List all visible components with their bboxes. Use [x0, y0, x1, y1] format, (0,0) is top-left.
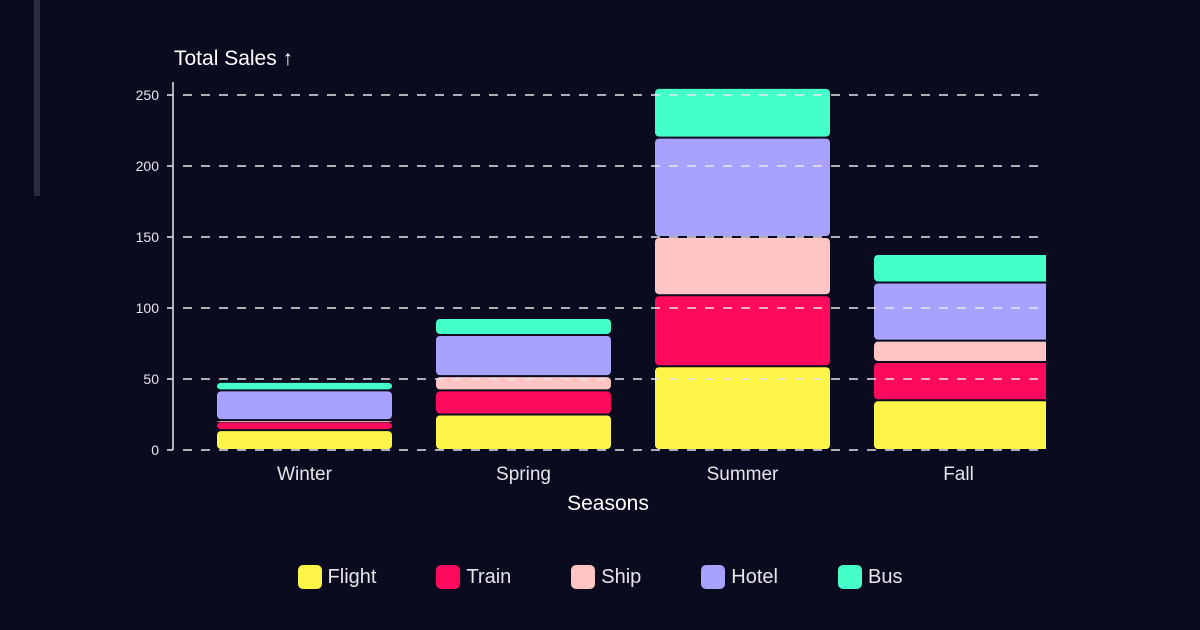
legend-item-train: Train: [436, 565, 511, 589]
y-tick-label: 150: [136, 229, 160, 245]
bar-segment-flight-spring: [436, 415, 611, 449]
x-tick-label: Summer: [707, 464, 779, 485]
bar-segment-train-winter: [217, 422, 392, 430]
legend-label: Flight: [327, 565, 377, 588]
legend: Flight Train Ship Hotel Bus: [0, 565, 1200, 589]
legend-swatch: [297, 565, 322, 589]
legend-label: Train: [466, 565, 512, 588]
y-tick-label: 100: [136, 300, 160, 316]
legend-label: Bus: [868, 565, 903, 588]
legend-swatch: [701, 565, 726, 589]
legend-swatch: [436, 565, 461, 589]
bar-segment-ship-fall: [874, 341, 1046, 361]
y-tick-label: 50: [143, 371, 159, 387]
legend-label: Ship: [601, 565, 642, 588]
bar-segment-train-summer: [655, 296, 830, 366]
x-tick-label: Fall: [943, 464, 974, 485]
bar-segment-ship-winter: [217, 421, 392, 423]
y-tick-label: 200: [136, 158, 160, 174]
bar-segment-train-spring: [436, 391, 611, 414]
legend-swatch: [838, 565, 862, 589]
bar-segment-bus-summer: [655, 88, 830, 137]
x-tick-label: Spring: [496, 464, 551, 485]
y-tick-label: 0: [151, 442, 159, 458]
bar-segment-hotel-winter: [217, 391, 392, 420]
legend-item-ship: Ship: [571, 565, 641, 589]
bar-segment-bus-spring: [436, 318, 611, 334]
bar-segment-hotel-summer: [655, 138, 830, 236]
bar-segment-hotel-fall: [874, 283, 1046, 340]
bar-segment-bus-fall: [874, 255, 1046, 282]
scrollbar[interactable]: [34, 0, 40, 196]
bar-segment-hotel-spring: [436, 335, 611, 376]
legend-item-bus: Bus: [838, 565, 902, 589]
bar-segment-flight-winter: [217, 431, 392, 449]
legend-label: Hotel: [731, 565, 778, 588]
y-axis-title: Total Sales ↑: [174, 47, 293, 70]
bar-segment-flight-fall: [874, 401, 1046, 449]
legend-item-hotel: Hotel: [701, 565, 778, 589]
bar-segment-ship-summer: [655, 238, 830, 295]
bar-segment-ship-spring: [436, 377, 611, 390]
legend-swatch: [571, 565, 596, 589]
y-tick-label: 250: [136, 87, 160, 103]
x-axis-title: Seasons: [567, 492, 649, 515]
bar-segment-flight-summer: [655, 367, 830, 449]
x-tick-label: Winter: [277, 464, 333, 485]
legend-item-flight: Flight: [297, 565, 377, 589]
bar-segment-bus-winter: [217, 382, 392, 390]
bar-segment-train-fall: [874, 362, 1046, 400]
